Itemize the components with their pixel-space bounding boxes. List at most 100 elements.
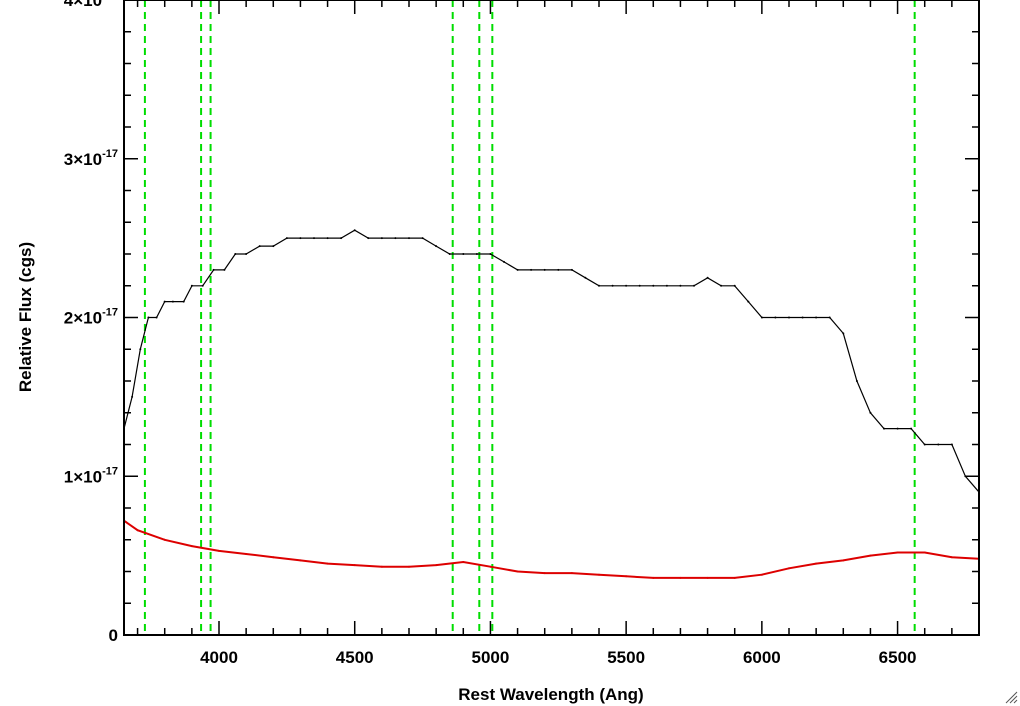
series-1-point-5 [245,553,248,555]
series-0-point-33 [516,268,519,271]
x-tick-label-6500: 6500 [879,648,917,667]
series-0-point-49 [733,284,736,287]
emission-line-markers [143,0,916,635]
series-1-point-15 [516,570,519,573]
series-0-point-4 [155,316,158,319]
series-0-point-5 [163,300,166,303]
series-1-point-10 [380,565,383,568]
series-0-point-58 [855,380,858,382]
plot-axes: 4000 4500 5000 5500 6000 6500 0 1×10-17 2×10-17 3… [64,0,980,667]
series-1-point-9 [353,564,356,567]
series-0-point-6 [171,300,174,303]
y-tick-label-0: 0 [109,626,118,645]
series-0-point-52 [774,316,777,319]
series-0-point-17 [299,237,302,240]
series-1-point-31 [950,556,953,559]
series-0-point-53 [788,316,790,319]
series-0-point-65 [950,443,953,446]
x-tick-label-6000: 6000 [743,648,781,667]
series-0-point-13 [245,253,248,255]
series-1-point-12 [435,564,438,567]
series-0-point-18 [313,237,315,240]
series-0-point-59 [869,411,872,414]
series-0-point-44 [665,284,668,287]
series-0-point-26 [421,237,424,240]
series-0-point-20 [340,237,343,240]
series-1-point-22 [706,576,709,579]
series-0-point-61 [896,427,899,430]
series-0-point-34 [530,268,533,271]
series-0-point-10 [212,268,215,271]
series-1-point-23 [733,576,736,579]
series-0-point-3 [147,316,150,319]
series-0-point-16 [285,237,288,240]
series-0-point-64 [937,443,940,446]
series-line-0 [124,229,979,493]
series-0-point-15 [272,245,275,248]
series-1-point-30 [923,551,926,554]
series-0-point-8 [190,284,193,287]
series-0-point-36 [557,268,560,271]
series-1-point-11 [408,565,410,568]
series-1-point-6 [272,556,275,559]
series-0-point-27 [435,245,438,248]
series-0-point-38 [584,276,587,279]
series-0-point-45 [679,284,682,287]
series-0-point-54 [801,316,804,319]
series-1-point-24 [760,573,763,576]
series-1-point-18 [598,573,600,576]
series-0-point-40 [611,284,614,287]
series-0-point-12 [234,253,237,255]
series-0-point-28 [448,253,451,255]
series-1-point-4 [218,549,220,552]
y-tick-label-3: 3×10-17 [64,148,118,169]
y-tick-label-1: 1×10-17 [64,465,118,486]
x-tick-label-4500: 4500 [336,648,374,667]
series-0-point-19 [326,237,329,240]
series-0-point-43 [652,284,655,287]
series-0-point-14 [258,245,261,248]
series-line-1 [124,519,979,579]
series-0-point-55 [815,316,818,319]
series-0-point-51 [760,316,763,319]
series-1-point-17 [570,572,573,575]
series-0-point-7 [182,300,185,303]
series-0-point-47 [706,276,709,279]
series-0-point-57 [842,332,845,335]
series-1-point-28 [869,554,872,557]
series-0-point-42 [638,284,641,287]
series-0-point-22 [367,237,370,240]
series-0-point-46 [693,284,695,287]
series-0-point-37 [570,268,573,271]
series-1-point-19 [625,575,628,578]
series-1-point-14 [489,565,492,568]
series-0-point-2 [139,348,142,351]
x-tick-label-5500: 5500 [607,648,645,667]
y-axis-title: Relative Flux (cgs) [16,242,35,392]
series-0-point-1 [131,395,134,398]
series-1-point-26 [815,562,818,565]
series-0-point-9 [201,284,204,287]
series-0-point-35 [543,268,546,271]
series-0-point-25 [408,237,410,240]
series-0-point-39 [598,284,600,287]
series-0-point-48 [720,284,723,287]
x-axis-title: Rest Wavelength (Ang) [458,685,643,704]
series-0-point-31 [489,253,492,255]
resize-grip-icon[interactable] [1004,690,1018,704]
series-1-point-20 [652,576,655,579]
series-0-point-62 [910,427,913,430]
x-tick-label-4000: 4000 [200,648,238,667]
series-1-point-29 [896,551,899,554]
series-0-point-23 [380,237,383,240]
series-0-point-63 [923,443,926,446]
y-tick-label-2: 2×10-17 [64,307,118,328]
series-1-point-3 [190,545,193,548]
series-0-point-32 [503,260,505,263]
series-1-point-16 [543,572,546,575]
x-tick-label-5000: 5000 [472,648,510,667]
series-0-point-56 [828,316,831,319]
series-0-point-41 [625,284,628,287]
series-1-point-2 [163,538,166,541]
